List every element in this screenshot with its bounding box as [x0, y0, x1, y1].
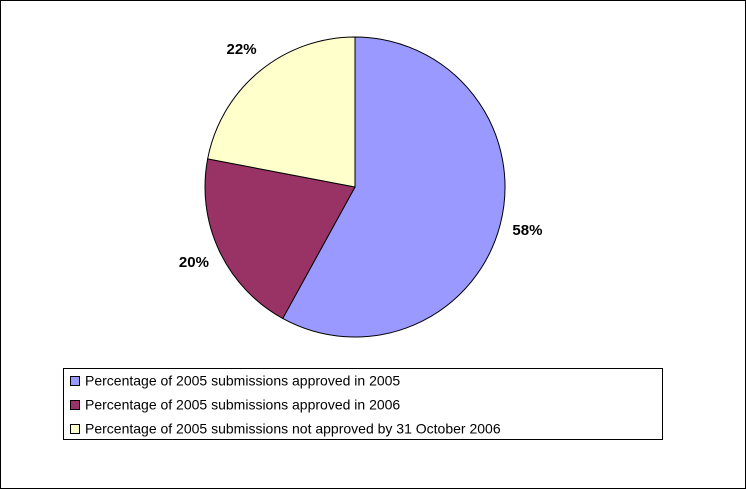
legend-swatch: [70, 400, 80, 410]
legend-swatch: [70, 424, 80, 434]
legend-label: Percentage of 2005 submissions approved …: [85, 397, 400, 413]
legend-box: [63, 368, 663, 440]
data-label: 20%: [179, 254, 209, 271]
legend-swatch: [70, 376, 80, 386]
data-label: 58%: [512, 222, 542, 239]
data-label: 22%: [227, 41, 257, 58]
legend-label: Percentage of 2005 submissions approved …: [85, 373, 400, 389]
pie-slice: [282, 36, 506, 338]
legend-label: Percentage of 2005 submissions not appro…: [85, 421, 501, 437]
pie-slice: [204, 158, 356, 320]
pie-slice: [207, 36, 356, 188]
